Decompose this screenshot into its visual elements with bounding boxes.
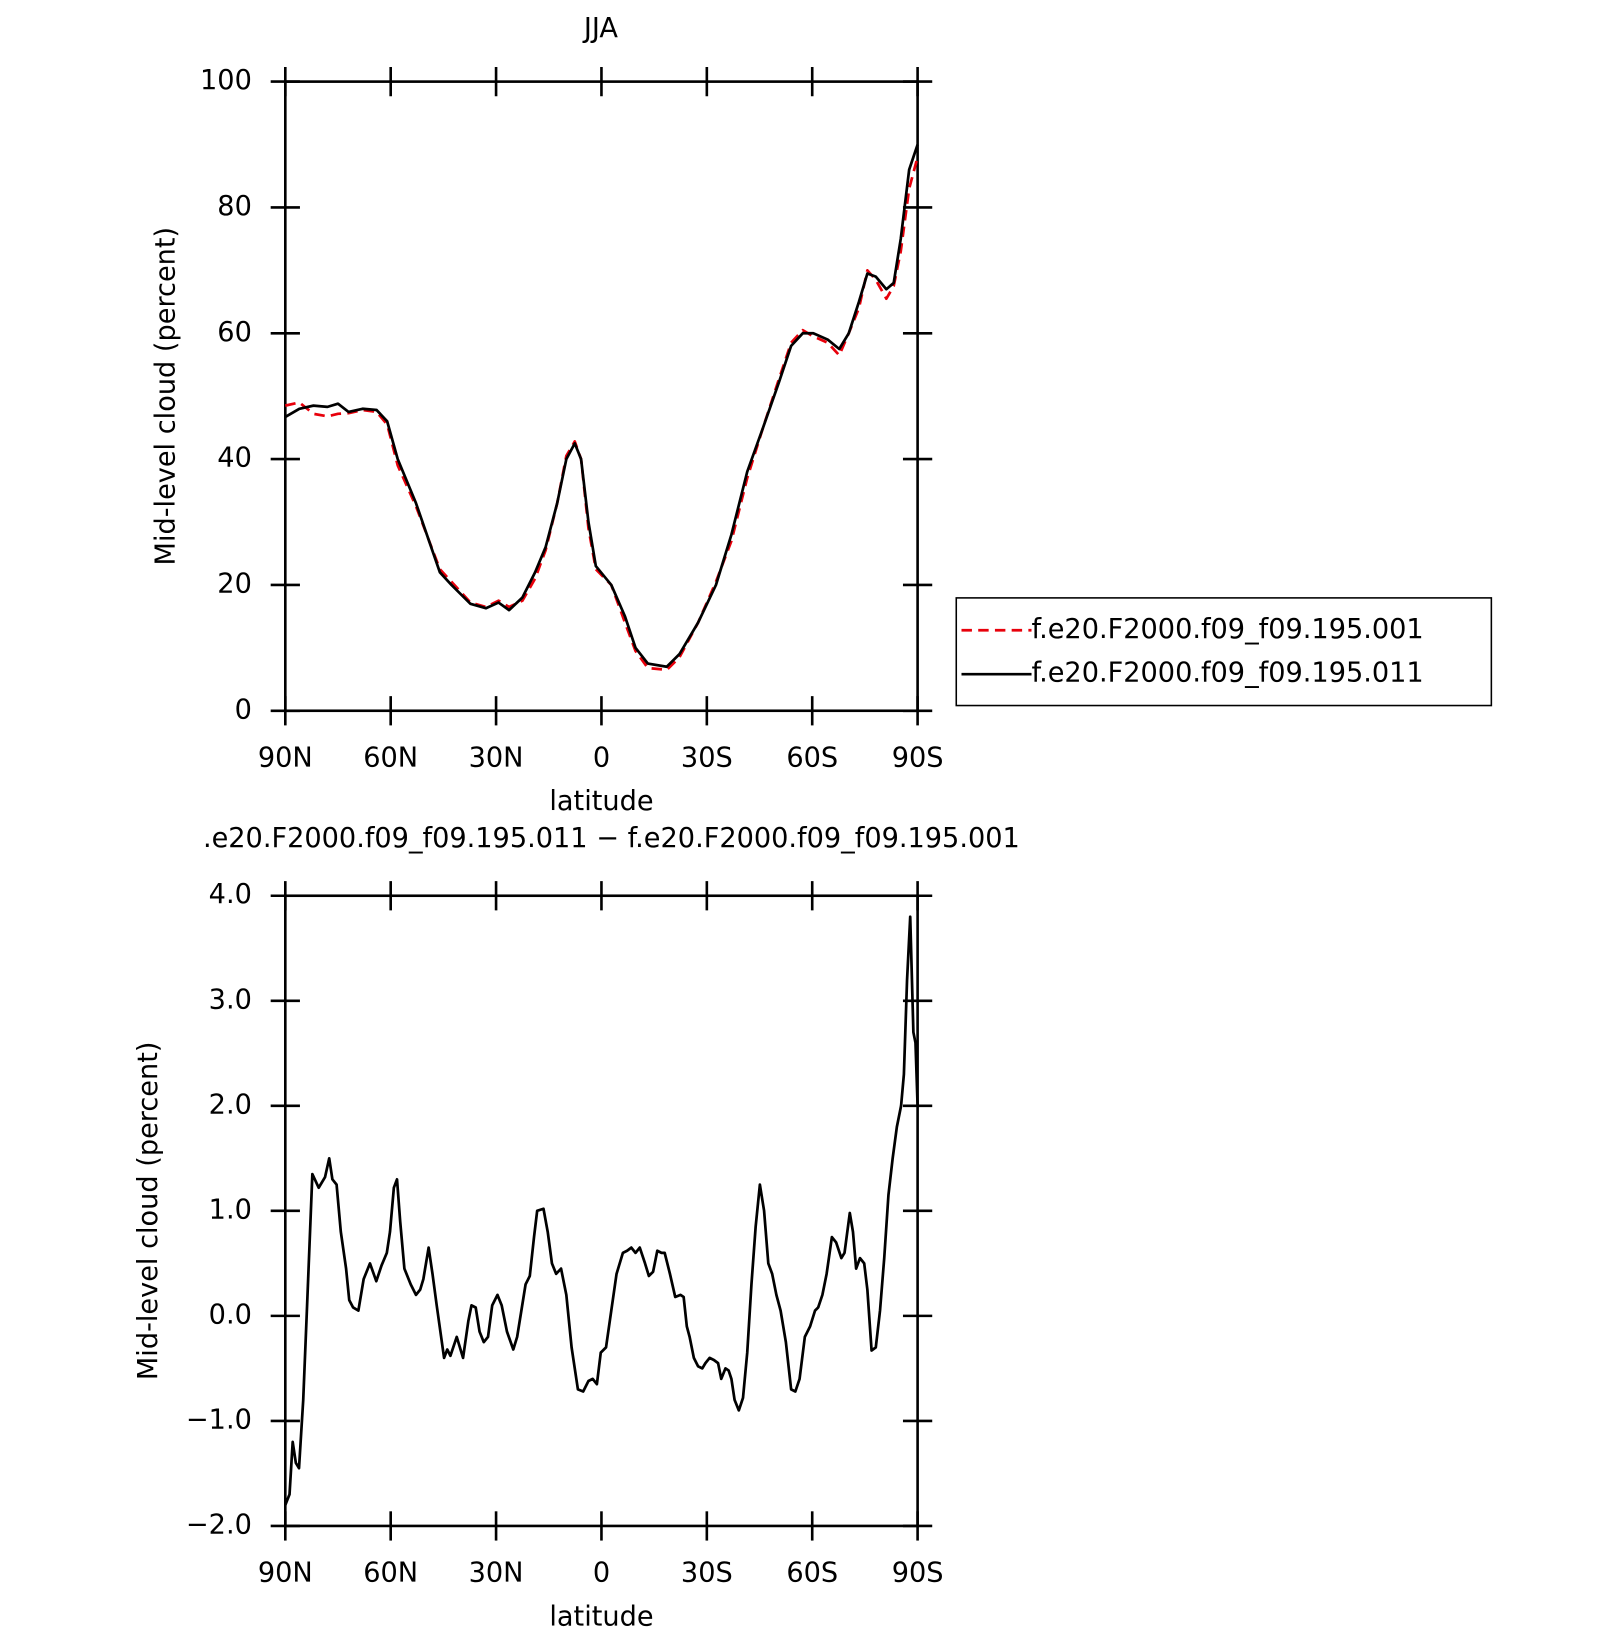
x-tick-label: 30S (681, 1558, 733, 1589)
x-tick-label: 30S (681, 742, 733, 773)
y-tick-label: 4.0 (209, 879, 252, 910)
legend-label: f.e20.F2000.f09_f09.195.011 (1032, 658, 1424, 689)
x-tick-label: 90N (258, 1558, 313, 1589)
x-tick-label: 30N (469, 742, 524, 773)
y-axis-label: Mid-level cloud (percent) (151, 227, 182, 566)
x-tick-label: 90S (892, 1558, 944, 1589)
y-tick-label: 60 (217, 317, 252, 348)
x-tick-label: 60S (786, 742, 838, 773)
x-axis-label: latitude (549, 786, 653, 817)
y-axis-label: Mid-level cloud (percent) (133, 1042, 164, 1381)
y-tick-label: 40 (217, 443, 252, 474)
y-tick-label: 0 (235, 694, 252, 725)
y-tick-label: −2.0 (186, 1509, 252, 1540)
y-tick-label: 80 (217, 191, 252, 222)
data-line (284, 915, 919, 1506)
y-tick-label: 100 (200, 65, 252, 96)
y-tick-label: 20 (217, 568, 252, 599)
y-tick-label: −1.0 (186, 1404, 252, 1435)
x-tick-label: 60N (363, 742, 418, 773)
x-tick-label: 90N (258, 742, 313, 773)
y-tick-label: 3.0 (209, 984, 252, 1015)
data-line (284, 144, 919, 669)
x-tick-label: 60S (786, 1558, 838, 1589)
x-tick-label: 90S (892, 742, 944, 773)
y-tick-label: 1.0 (209, 1194, 252, 1225)
x-tick-label: 30N (469, 1558, 524, 1589)
chart-title: JJA (582, 13, 619, 44)
x-axis-label: latitude (549, 1601, 653, 1632)
chart-title: .e20.F2000.f09_f09.195.011 − f.e20.F2000… (203, 823, 1020, 854)
y-tick-label: 0.0 (209, 1299, 252, 1330)
legend-box (955, 597, 1493, 707)
plot-frame (284, 80, 919, 713)
plot-frame (284, 894, 919, 1528)
x-tick-label: 0 (593, 742, 610, 773)
x-tick-label: 60N (363, 1558, 418, 1589)
y-tick-label: 2.0 (209, 1089, 252, 1120)
legend-label: f.e20.F2000.f09_f09.195.001 (1032, 614, 1424, 645)
x-tick-label: 0 (593, 1558, 610, 1589)
